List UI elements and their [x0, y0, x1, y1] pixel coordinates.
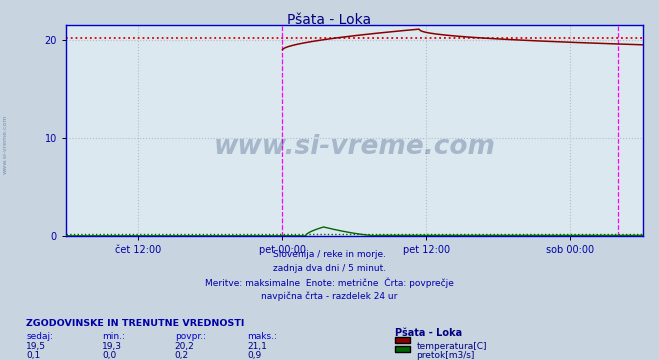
Text: www.si-vreme.com: www.si-vreme.com — [214, 134, 495, 160]
Text: 19,5: 19,5 — [26, 342, 46, 351]
Text: zadnja dva dni / 5 minut.: zadnja dva dni / 5 minut. — [273, 264, 386, 273]
Text: 0,9: 0,9 — [247, 351, 262, 360]
Text: 21,1: 21,1 — [247, 342, 267, 351]
Text: 19,3: 19,3 — [102, 342, 122, 351]
Text: 0,2: 0,2 — [175, 351, 188, 360]
Text: www.si-vreme.com: www.si-vreme.com — [3, 114, 8, 174]
Text: povpr.:: povpr.: — [175, 332, 206, 341]
Text: 20,2: 20,2 — [175, 342, 194, 351]
Text: temperatura[C]: temperatura[C] — [416, 342, 487, 351]
Text: Pšata - Loka: Pšata - Loka — [287, 13, 372, 27]
Text: Meritve: maksimalne  Enote: metrične  Črta: povprečje: Meritve: maksimalne Enote: metrične Črta… — [205, 278, 454, 288]
Text: pretok[m3/s]: pretok[m3/s] — [416, 351, 475, 360]
Text: ZGODOVINSKE IN TRENUTNE VREDNOSTI: ZGODOVINSKE IN TRENUTNE VREDNOSTI — [26, 319, 244, 328]
Text: navpična črta - razdelek 24 ur: navpična črta - razdelek 24 ur — [262, 291, 397, 301]
Text: Pšata - Loka: Pšata - Loka — [395, 328, 463, 338]
Text: maks.:: maks.: — [247, 332, 277, 341]
Text: 0,0: 0,0 — [102, 351, 117, 360]
Text: min.:: min.: — [102, 332, 125, 341]
Text: sedaj:: sedaj: — [26, 332, 53, 341]
Text: Slovenija / reke in morje.: Slovenija / reke in morje. — [273, 250, 386, 259]
Text: 0,1: 0,1 — [26, 351, 41, 360]
